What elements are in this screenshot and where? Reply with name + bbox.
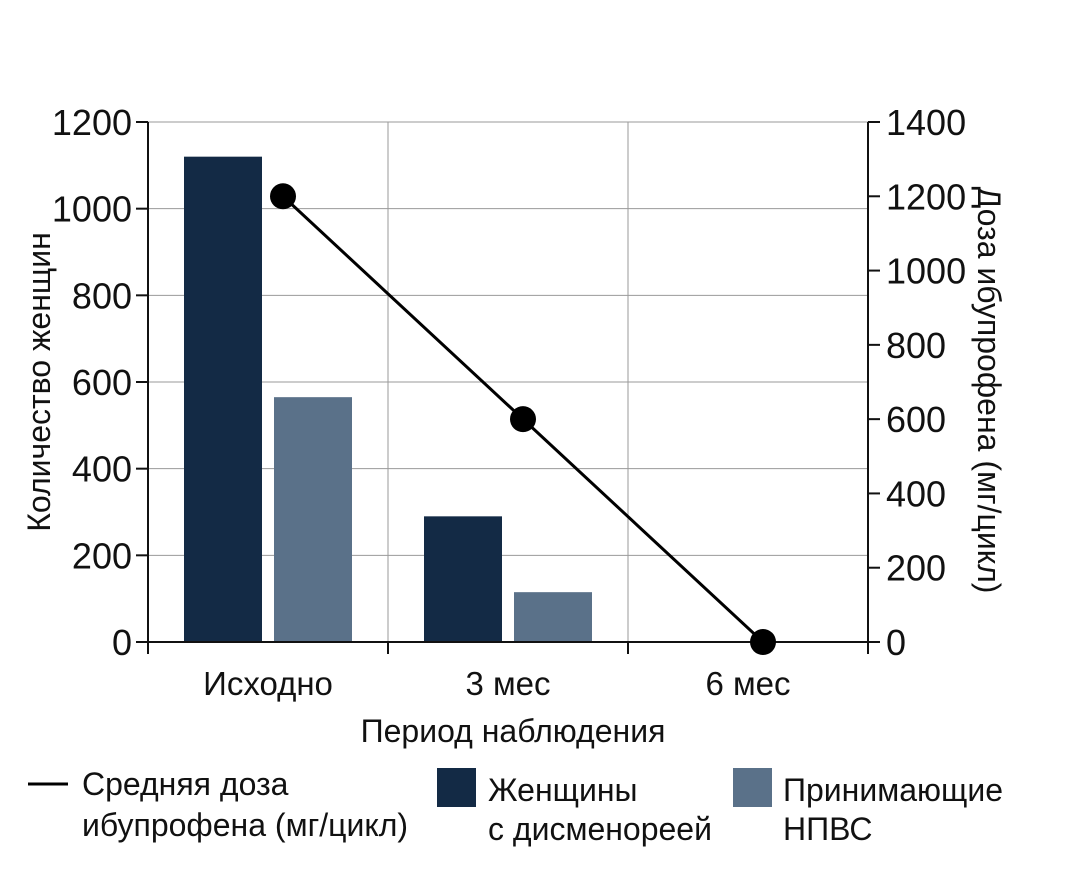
x-tick-label: Исходно	[203, 665, 333, 702]
y2-tick-label: 400	[886, 473, 946, 514]
y-axis-title: Количество женщин	[21, 232, 57, 531]
x-tick-label: 6 мес	[705, 665, 790, 702]
legend-bar1-swatch	[437, 768, 476, 807]
y-tick-label: 400	[72, 449, 132, 490]
y2-tick-label: 1400	[886, 102, 966, 143]
legend-bar1-label: с дисменореей	[488, 811, 712, 847]
y-tick-label: 800	[72, 275, 132, 316]
y2-tick-label: 600	[886, 399, 946, 440]
y-tick-label: 200	[72, 535, 132, 576]
bar-2-2	[514, 592, 592, 642]
legend-bar1-label: Женщины	[488, 772, 638, 808]
dose-point-1	[270, 183, 296, 210]
y2-tick-label: 200	[886, 548, 946, 589]
y2-tick-label: 1200	[886, 176, 966, 217]
dose-point-3	[750, 629, 776, 655]
legend-line-label: Средняя доза	[82, 766, 289, 802]
bar-1-1	[184, 156, 262, 642]
y-tick-label: 1200	[52, 102, 132, 143]
legend-bar2-label: Принимающие	[783, 772, 1003, 808]
bar-2-1	[274, 397, 352, 642]
y-tick-label: 0	[112, 622, 132, 663]
y2-tick-label: 800	[886, 325, 946, 366]
y2-axis-title: Доза ибупрофена (мг/цикл)	[971, 187, 1007, 594]
x-tick-label: 3 мес	[465, 665, 550, 702]
y2-tick-label: 1000	[886, 251, 966, 292]
legend-bar2-swatch	[733, 768, 772, 807]
legend-bar2-label: НПВС	[783, 811, 873, 847]
y-tick-label: 1000	[52, 189, 132, 230]
bar-1-2	[424, 516, 502, 642]
legend-line-label: ибупрофена (мг/цикл)	[82, 807, 408, 843]
y2-tick-label: 0	[886, 622, 906, 663]
x-axis-title: Период наблюдения	[361, 713, 666, 749]
dose-point-2	[510, 406, 536, 433]
y-tick-label: 600	[72, 362, 132, 403]
